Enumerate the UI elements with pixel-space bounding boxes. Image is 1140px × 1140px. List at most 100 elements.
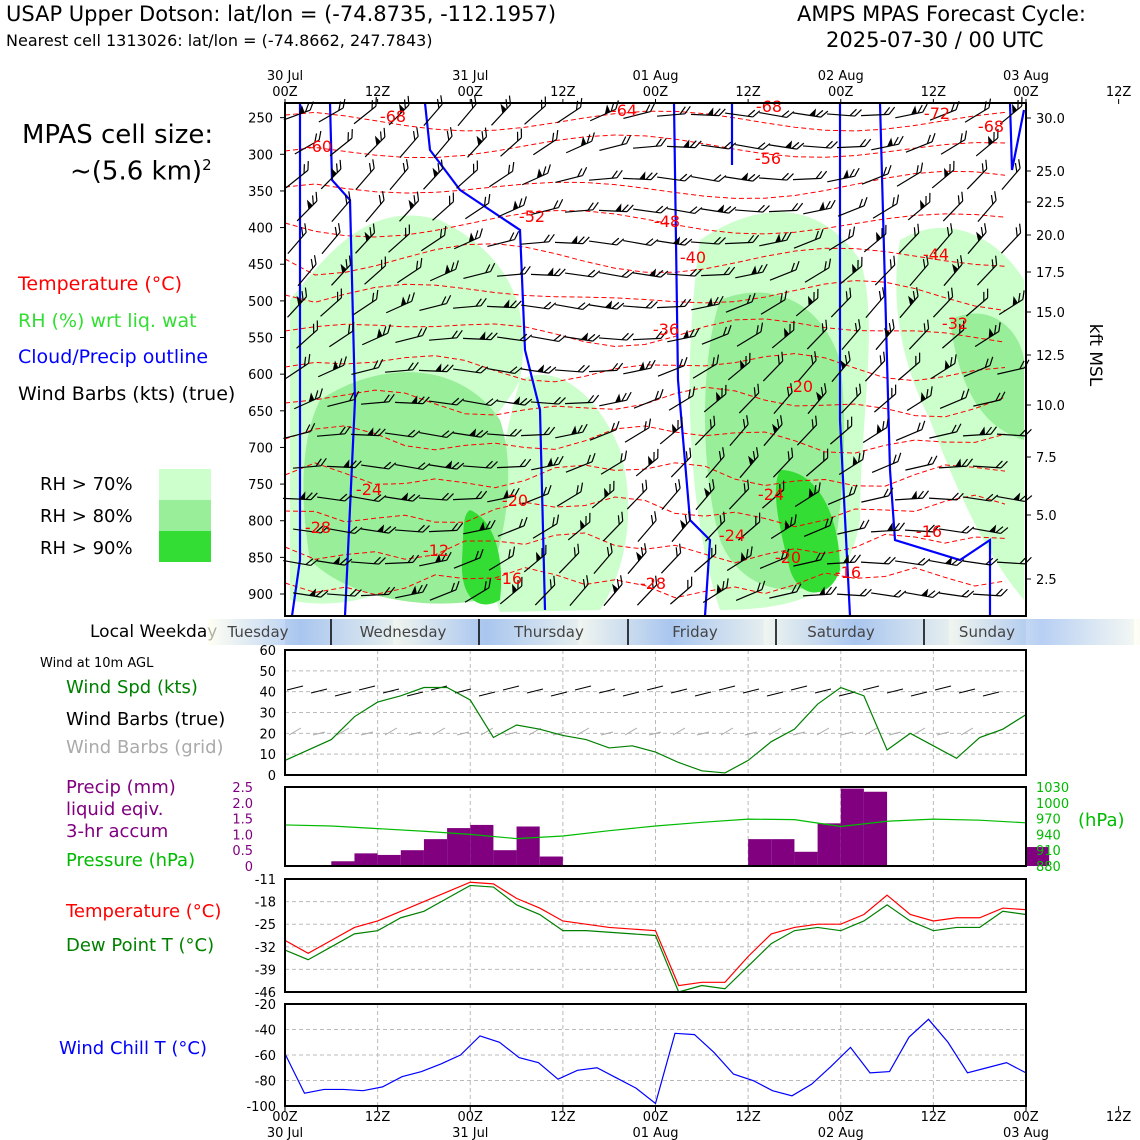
wind-barb-grid bbox=[408, 731, 422, 736]
wind-barb bbox=[389, 159, 409, 191]
cloud-outline bbox=[423, 102, 547, 611]
temperature-label: -64 bbox=[611, 101, 637, 120]
pressure-tick-label: 750 bbox=[248, 478, 273, 493]
wind-barb bbox=[287, 287, 308, 318]
wind-barb-feather bbox=[893, 136, 899, 146]
wind-barb bbox=[287, 223, 307, 254]
wind-barb-feather bbox=[388, 526, 397, 534]
wind-barb bbox=[703, 384, 727, 413]
wind-barb bbox=[727, 352, 751, 381]
wind-barb-feather bbox=[488, 578, 492, 588]
wind-barb-staff bbox=[623, 367, 651, 375]
wind-barb bbox=[554, 364, 590, 373]
wind-barb-pennant bbox=[604, 104, 611, 115]
wind-barb-feather bbox=[820, 110, 829, 118]
wind-barb-feather bbox=[960, 255, 963, 265]
wind-barb bbox=[671, 511, 691, 543]
wind-barb-feather bbox=[320, 526, 329, 534]
wind-barb bbox=[874, 255, 896, 286]
wind-barb bbox=[909, 255, 929, 287]
wind-barb-pennant bbox=[784, 519, 790, 530]
wind-barb-true bbox=[886, 688, 904, 694]
wind-barb-feather bbox=[543, 234, 550, 243]
wind-barb-feather bbox=[713, 108, 721, 116]
wind-barb-feather bbox=[718, 450, 722, 461]
wind-barb-feather bbox=[415, 260, 419, 271]
wind-barb-feather bbox=[862, 450, 865, 460]
wind-barb bbox=[802, 586, 837, 597]
wind-barb-feather bbox=[485, 520, 491, 530]
wind-barb-feather bbox=[441, 364, 449, 372]
wind-barb-feather bbox=[760, 322, 764, 332]
height-tick-label: 30.0 bbox=[1036, 112, 1065, 127]
wind-barb-feather bbox=[524, 398, 533, 406]
cell-size-exponent: 2 bbox=[202, 156, 212, 174]
wind-barb-feather bbox=[921, 420, 926, 430]
wind-barb bbox=[694, 415, 716, 446]
wind-barb bbox=[908, 319, 930, 350]
wind-barb-feather bbox=[620, 575, 623, 585]
height-axis-label: kft MSL bbox=[1085, 324, 1105, 387]
wind-barb bbox=[600, 450, 628, 475]
wind-barb-true bbox=[670, 688, 688, 694]
wind-barb-feather bbox=[573, 547, 576, 557]
wind-barb-feather bbox=[412, 361, 419, 371]
wind-barb-feather bbox=[641, 483, 644, 493]
wind-barb-feather bbox=[548, 233, 555, 243]
wind-barb bbox=[729, 415, 749, 447]
wind-barb bbox=[839, 256, 863, 285]
temperature-contour bbox=[284, 280, 1006, 311]
wind-barb-feather bbox=[405, 159, 409, 169]
wind-barb bbox=[794, 482, 821, 508]
wind-barb-feather bbox=[779, 483, 781, 494]
wind-barb-pennant bbox=[580, 136, 587, 147]
wind-barb-feather bbox=[747, 479, 750, 489]
wind-barb-true bbox=[766, 691, 784, 697]
wind-barb-pennant bbox=[410, 585, 417, 595]
wind-barb-pennant bbox=[376, 524, 385, 533]
wind-barb-pennant bbox=[502, 489, 509, 499]
wind-barb bbox=[633, 137, 667, 149]
wind-barb-feather bbox=[517, 580, 519, 590]
wind-barb bbox=[872, 194, 900, 219]
wind-barb bbox=[657, 173, 693, 182]
wind-barb-feather bbox=[950, 223, 953, 233]
wind-barb-pennant bbox=[750, 265, 757, 275]
wind-barb-feather bbox=[950, 102, 955, 112]
wind-barb bbox=[555, 302, 591, 311]
wind-barb-feather bbox=[964, 130, 968, 140]
wind-barb-feather bbox=[556, 130, 559, 140]
wind-barb-grid bbox=[288, 727, 302, 736]
wind-barb-pennant bbox=[886, 522, 893, 531]
wind-barb-pennant bbox=[978, 426, 985, 435]
wind-barb bbox=[940, 130, 968, 155]
pressure-label: Pressure (hPa) bbox=[66, 850, 196, 871]
wind-barb bbox=[905, 455, 938, 471]
wind-barb-pennant bbox=[476, 135, 483, 146]
wind-barb-staff bbox=[489, 170, 513, 188]
wind-barb-feather bbox=[378, 495, 387, 502]
cross-section-frame bbox=[284, 102, 1027, 617]
wind-barb-feather bbox=[446, 493, 454, 501]
wind-barb-feather bbox=[785, 548, 790, 558]
wind-barb bbox=[734, 204, 770, 213]
wind-barb-feather bbox=[896, 194, 900, 204]
temperature-label: -24 bbox=[356, 480, 382, 499]
wind-barb-pennant bbox=[434, 553, 441, 563]
wind-barb bbox=[497, 333, 533, 342]
wind-barb-grid bbox=[480, 727, 494, 736]
wind-barb-grid bbox=[600, 731, 614, 736]
wind-barb-feather bbox=[558, 455, 564, 465]
wind-barb-feather bbox=[659, 388, 664, 399]
wind-barb-pennant bbox=[920, 588, 929, 597]
wind-barb-feather bbox=[553, 200, 559, 210]
wind-barb-feather bbox=[518, 198, 523, 208]
wind-barb bbox=[831, 351, 851, 383]
wind-barb-feather bbox=[344, 558, 353, 566]
wind-barb-feather bbox=[932, 455, 938, 465]
wind-barb bbox=[285, 354, 311, 380]
wind-barb-feather bbox=[586, 454, 591, 464]
wind-barb-grid bbox=[816, 727, 830, 736]
wind-barb-feather bbox=[591, 452, 596, 463]
wind-barb-feather bbox=[480, 430, 489, 438]
